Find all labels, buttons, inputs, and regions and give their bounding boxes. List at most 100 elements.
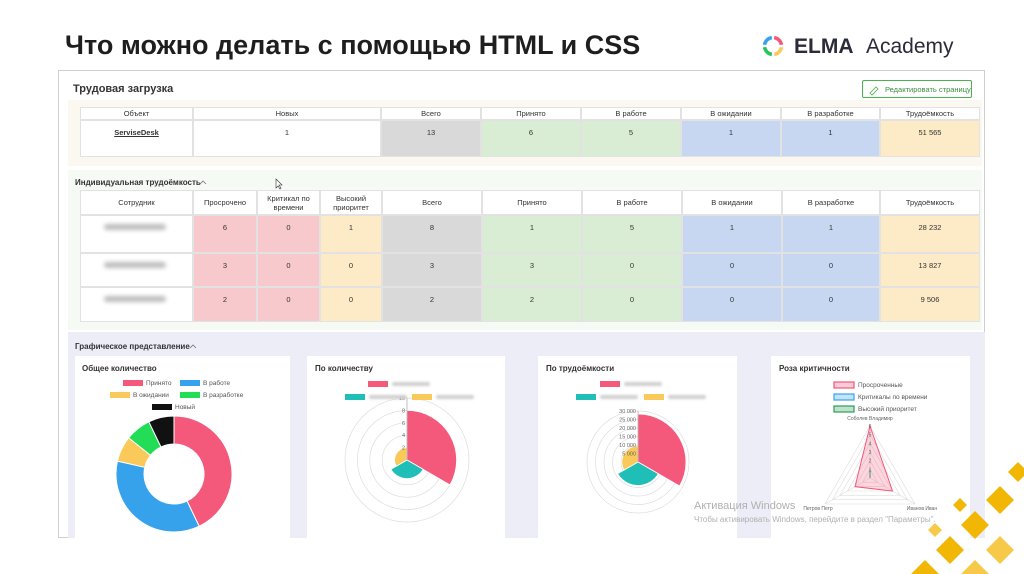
- r-tick-label: 2: [402, 446, 405, 452]
- table-cell: [80, 215, 193, 253]
- legend-swatch: [110, 392, 130, 398]
- table-cell: 0: [257, 215, 320, 253]
- legend-label: В работе: [203, 379, 230, 387]
- r-tick-label: 5 000: [622, 452, 636, 458]
- legend-label: Просроченные: [858, 382, 903, 389]
- blurred-name: [104, 296, 166, 302]
- donut-segment: [115, 460, 200, 533]
- table-cell: ServiseDesk: [80, 120, 193, 157]
- table-cell: 2: [382, 287, 482, 322]
- table-cell: 0: [582, 287, 682, 322]
- table-cell: 0: [782, 253, 880, 287]
- polar-segment: [390, 459, 424, 479]
- caret: [189, 344, 197, 349]
- legend-label: Высокий приоритет: [858, 405, 917, 413]
- decoration: [961, 511, 989, 539]
- table-header-cell: Критикал по времени: [257, 190, 320, 215]
- axis-line: [824, 477, 871, 505]
- legend-swatch: [644, 394, 664, 400]
- blurred-legend-label: [668, 395, 706, 399]
- legend-label: Новый: [175, 403, 195, 411]
- table-cell: 0: [782, 287, 880, 322]
- table-header-cell: Высокий приоритет: [320, 190, 382, 215]
- logo-arc: [762, 46, 773, 57]
- section-title: Графическое представление: [75, 342, 190, 351]
- caret: [199, 180, 207, 185]
- r-tick-label: 10 000: [619, 443, 636, 449]
- table-cell: 0: [682, 253, 782, 287]
- table-cell: 3: [482, 253, 582, 287]
- table-header-cell: В работе: [581, 107, 681, 120]
- chart-title: По количеству: [315, 364, 374, 373]
- grid-ring: [831, 434, 909, 500]
- r-tick-label: 30 000: [619, 409, 636, 415]
- axis-label: Петров Петр: [803, 506, 833, 512]
- table-header-cell: Объект: [80, 107, 193, 120]
- table-cell: 0: [257, 287, 320, 322]
- polar-segment: [637, 413, 687, 487]
- decoration: [928, 523, 942, 537]
- table-cell: 6: [193, 215, 257, 253]
- table-header-cell: Всего: [382, 190, 482, 215]
- legend-label: Критикалы по времени: [858, 394, 928, 401]
- blurred-legend-label: [624, 382, 662, 386]
- r-tick-label: 2: [869, 459, 872, 465]
- polar-segment: [617, 461, 659, 486]
- grid-ring: [861, 468, 879, 483]
- table-cell: 0: [582, 253, 682, 287]
- decoration: [911, 560, 939, 574]
- legend-swatch: [368, 381, 388, 387]
- table-cell: 28 232: [880, 215, 980, 253]
- legend-label: Принято: [146, 380, 172, 387]
- blurred-legend-label: [392, 382, 430, 386]
- watermark-title: Активация Windows: [694, 500, 796, 512]
- r-tick-label: 4: [402, 433, 405, 439]
- table-header-cell: В ожидании: [681, 107, 781, 120]
- table-cell: 13 827: [880, 253, 980, 287]
- logo-suffix: Academy: [866, 35, 954, 58]
- table-cell: 5: [582, 215, 682, 253]
- table-header-cell: Принято: [482, 190, 582, 215]
- r-tick-label: 5: [869, 433, 872, 439]
- decoration: [961, 560, 989, 574]
- r-tick-label: 20 000: [619, 426, 636, 432]
- table-header-cell: Трудоёмкость: [880, 190, 980, 215]
- table-cell: 3: [193, 253, 257, 287]
- table-cell: [80, 253, 193, 287]
- table-cell: [80, 287, 193, 322]
- decoration: [936, 536, 964, 564]
- r-tick-label: 1: [869, 467, 872, 473]
- logo-arc: [773, 46, 784, 57]
- r-tick-label: 25 000: [619, 418, 636, 424]
- polar-segment: [406, 409, 457, 486]
- axis-label: Соболев Владимир: [847, 416, 893, 422]
- table-header-cell: Просрочено: [193, 190, 257, 215]
- axis-label: Иванов Иван: [907, 506, 938, 512]
- chart-title: Общее количество: [82, 364, 157, 373]
- table-header-cell: Принято: [481, 107, 581, 120]
- r-tick-label: 3: [869, 450, 872, 456]
- table-cell: 6: [481, 120, 581, 157]
- section-title: Индивидуальная трудоёмкость: [75, 178, 201, 187]
- decoration: [953, 498, 967, 512]
- table-header-cell: Трудоёмкость: [880, 107, 980, 120]
- chart-card: [771, 356, 970, 538]
- table-cell: 13: [381, 120, 481, 157]
- logo-arc: [762, 35, 773, 46]
- table-cell: 0: [320, 287, 382, 322]
- legend-label: В разработке: [203, 391, 244, 399]
- edit-button[interactable]: Редактировать страницу: [862, 80, 972, 98]
- table-cell: 2: [193, 287, 257, 322]
- legend-swatch: [600, 381, 620, 387]
- legend-swatch: [345, 394, 365, 400]
- r-tick-label: 4: [869, 441, 872, 447]
- table-cell: 1: [681, 120, 781, 157]
- legend-swatch: [833, 381, 855, 389]
- slide-title: Что можно делать с помощью HTML и CSS: [65, 30, 641, 60]
- decoration: [986, 536, 1014, 564]
- grid-ring: [824, 425, 916, 505]
- table-cell: 1: [320, 215, 382, 253]
- chart-card: [307, 356, 505, 538]
- logo-arc: [773, 35, 784, 46]
